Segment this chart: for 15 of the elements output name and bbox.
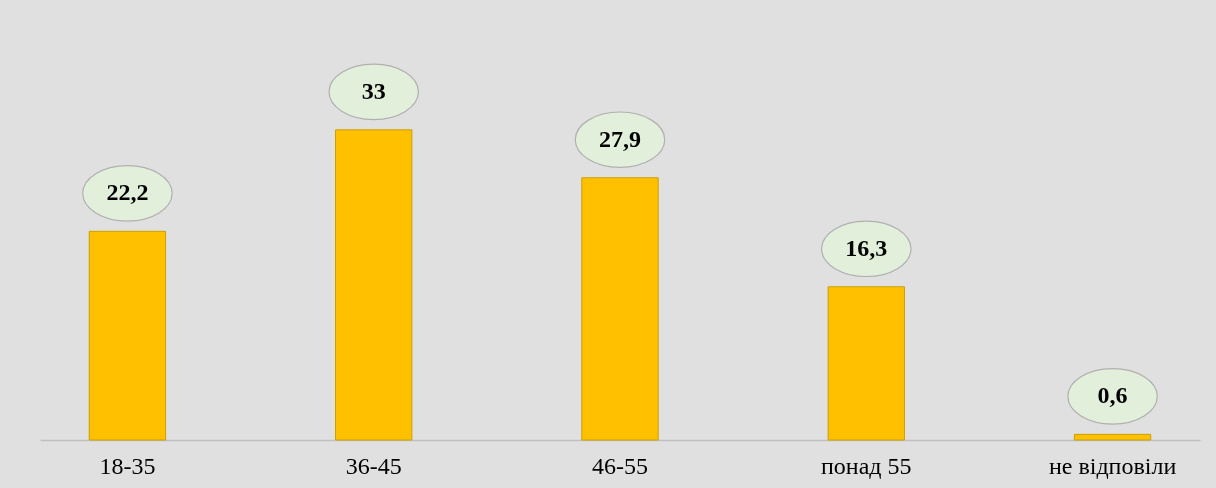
data-label: 33	[361, 77, 386, 104]
bar	[335, 129, 413, 441]
data-label: 16,3	[845, 234, 888, 261]
bar	[88, 230, 167, 441]
x-tick-label: 36-45	[345, 452, 402, 479]
x-tick-label: не відповіли	[1048, 452, 1177, 479]
bar	[581, 177, 659, 441]
bar	[827, 286, 905, 441]
bar	[1073, 433, 1152, 441]
x-tick-label: 18-35	[99, 452, 156, 479]
x-tick-label: понад 55	[821, 452, 912, 479]
data-label: 22,2	[106, 179, 149, 206]
data-label: 27,9	[599, 125, 641, 152]
x-tick-label: 46-55	[592, 452, 648, 479]
data-label: 0,6	[1097, 382, 1128, 409]
